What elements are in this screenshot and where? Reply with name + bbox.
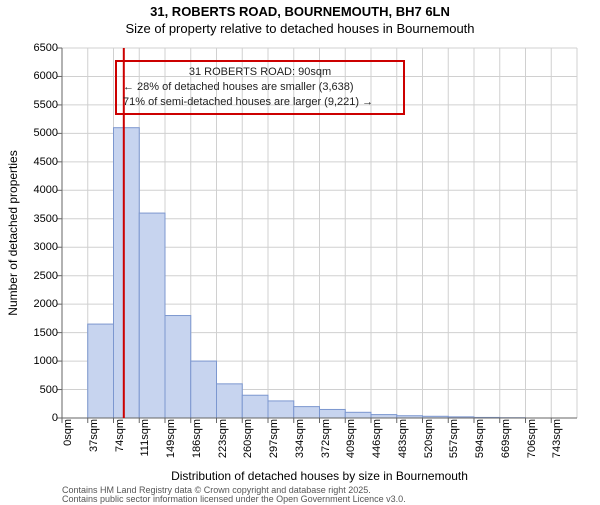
histogram-bar bbox=[294, 407, 320, 418]
callout-box: 31 ROBERTS ROAD: 90sqm ← 28% of detached… bbox=[115, 60, 405, 115]
histogram-bar bbox=[320, 409, 346, 418]
y-tick-label: 6500 bbox=[8, 42, 58, 54]
y-tick-label: 2000 bbox=[8, 298, 58, 310]
footnote-line-2: Contains public sector information licen… bbox=[62, 495, 406, 504]
y-tick-label: 6000 bbox=[8, 70, 58, 82]
y-tick-label: 500 bbox=[8, 384, 58, 396]
histogram-bar bbox=[114, 128, 140, 418]
footnote: Contains HM Land Registry data © Crown c… bbox=[62, 486, 406, 505]
histogram-bar bbox=[88, 324, 114, 418]
histogram-bar bbox=[371, 415, 397, 418]
y-tick-label: 2500 bbox=[8, 270, 58, 282]
histogram-bar bbox=[139, 213, 165, 418]
y-tick-label: 1000 bbox=[8, 355, 58, 367]
histogram-bar bbox=[217, 384, 243, 418]
x-axis-label: Distribution of detached houses by size … bbox=[62, 469, 577, 483]
chart-subtitle: Size of property relative to detached ho… bbox=[0, 21, 600, 36]
y-tick-label: 3500 bbox=[8, 213, 58, 225]
histogram-bar bbox=[165, 316, 191, 418]
y-tick-label: 4500 bbox=[8, 156, 58, 168]
y-tick-label: 5000 bbox=[8, 127, 58, 139]
callout-line-1: 31 ROBERTS ROAD: 90sqm bbox=[123, 65, 397, 80]
y-tick-label: 5500 bbox=[8, 99, 58, 111]
callout-line-3: 71% of semi-detached houses are larger (… bbox=[123, 95, 397, 110]
histogram-bar bbox=[242, 395, 268, 418]
callout-line-2: ← 28% of detached houses are smaller (3,… bbox=[123, 80, 397, 95]
y-tick-label: 4000 bbox=[8, 184, 58, 196]
chart-container: 31, ROBERTS ROAD, BOURNEMOUTH, BH7 6LN S… bbox=[0, 4, 600, 504]
histogram-bar bbox=[268, 401, 294, 418]
y-tick-label: 1500 bbox=[8, 327, 58, 339]
histogram-bar bbox=[191, 361, 217, 418]
chart-title: 31, ROBERTS ROAD, BOURNEMOUTH, BH7 6LN bbox=[0, 4, 600, 19]
y-tick-label: 3000 bbox=[8, 241, 58, 253]
histogram-bar bbox=[345, 412, 371, 418]
y-tick-label: 0 bbox=[8, 412, 58, 424]
